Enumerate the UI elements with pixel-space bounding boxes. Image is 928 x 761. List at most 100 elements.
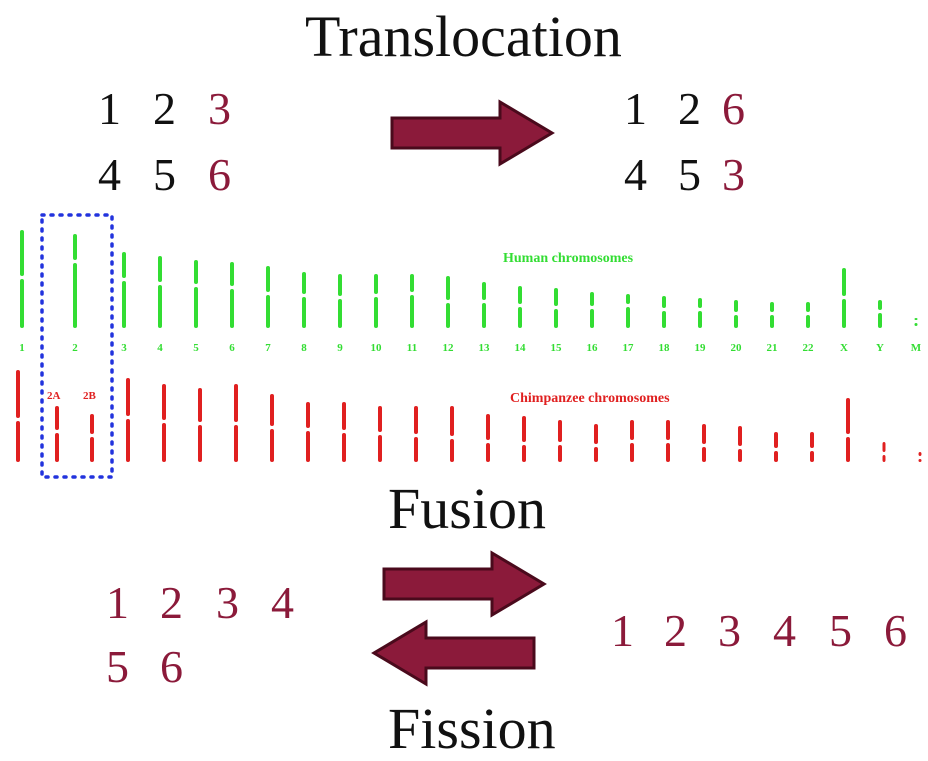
human-chromosome-bar xyxy=(122,252,126,278)
human-chromosome-bar xyxy=(626,294,630,304)
chimp-chromosome-bar xyxy=(918,459,922,462)
chimp-chromosome-bar xyxy=(774,451,778,462)
human-chromosome-bar xyxy=(806,302,810,312)
fusion-right-number: 3 xyxy=(718,605,741,656)
chimp-chromosome-bar xyxy=(270,394,274,426)
human-chromosome-label: M xyxy=(911,342,922,354)
karyotype-diagram: 1 2 3 4 5 6 7 8 9 10 11 12 13 14 15 16 17 18 19 20 21 22 X Y M H… xyxy=(16,213,922,479)
translocation-after-number: 6 xyxy=(722,83,745,134)
human-chromosome-bar xyxy=(806,315,810,328)
human-chromosome-bar xyxy=(842,299,846,328)
human-chromosome-label: 20 xyxy=(731,342,743,354)
human-chromosome-bar xyxy=(734,300,738,312)
chimp-chromosomes xyxy=(16,370,922,462)
chimp-chromosome-bar xyxy=(16,370,20,418)
human-chromosome-label: 7 xyxy=(265,342,271,354)
translocation-after-number: 5 xyxy=(678,149,701,200)
chimp-chromosome-bar xyxy=(234,384,238,422)
chimp-chromosome-bar xyxy=(738,426,742,446)
fusion-left-number: 6 xyxy=(160,641,183,692)
chimp-chromosome-bar xyxy=(522,416,526,442)
human-chromosome-label: 18 xyxy=(659,342,671,354)
human-chromosome-bar xyxy=(518,286,522,304)
chimp-chromosome-bar xyxy=(630,443,634,462)
human-chromosome-bar xyxy=(338,274,342,296)
human-chromosome-label: 19 xyxy=(695,342,707,354)
human-chromosome-label: 8 xyxy=(301,342,307,354)
human-chromosome-bar xyxy=(590,309,594,328)
human-chromosome-bar xyxy=(878,313,882,328)
human-chromosome-bar xyxy=(194,260,198,284)
human-chromosome-bar xyxy=(73,234,77,260)
human-chromosome-bar xyxy=(518,307,522,328)
chimp-chromosome-bar xyxy=(486,414,490,440)
chimp-chromosome-bar xyxy=(306,431,310,462)
chimp-chromosome-bar xyxy=(16,421,20,462)
human-chromosome-bar xyxy=(734,315,738,328)
fusion-right-number: 5 xyxy=(829,605,852,656)
chimp-chromosome-bar xyxy=(810,451,814,462)
fusion-left-number: 4 xyxy=(271,577,294,628)
chimp-chromosome-bar xyxy=(738,449,742,462)
human-chromosome-bar xyxy=(914,323,918,326)
human-chromosome-bar xyxy=(482,303,486,328)
chimp-chromosome-bar xyxy=(342,402,346,430)
human-chromosome-bar xyxy=(446,276,450,300)
chimp-chromosome-bar xyxy=(882,455,886,462)
human-chromosome-bar xyxy=(554,288,558,306)
fusion-right-number: 4 xyxy=(773,605,796,656)
human-chromosome-label: 17 xyxy=(623,342,635,354)
fusion-right-number: 2 xyxy=(664,605,687,656)
chimp-chromosome-bar xyxy=(486,443,490,462)
fusion-highlight-box xyxy=(40,213,114,479)
chimp-chromosome-bar xyxy=(414,406,418,434)
human-chromosome-label: 16 xyxy=(587,342,599,354)
chimp-chromosome-bar xyxy=(450,439,454,462)
human-chromosome-bar xyxy=(20,230,24,276)
chimp-label-2B: 2B xyxy=(83,390,97,402)
chimp-chromosome-bar xyxy=(306,402,310,428)
human-chromosome-bar xyxy=(770,315,774,328)
chimp-chromosome-bar xyxy=(234,425,238,462)
translocation-before-number: 2 xyxy=(153,83,176,134)
translocation-before-number: 5 xyxy=(153,149,176,200)
fission-arrow-icon xyxy=(371,619,536,687)
human-chromosome-label: 21 xyxy=(767,342,778,354)
human-chromosome-bar xyxy=(626,307,630,328)
fusion-right-number: 6 xyxy=(884,605,907,656)
translocation-before-number: 1 xyxy=(98,83,121,134)
translocation-after-number: 3 xyxy=(722,149,745,200)
chimp-chromosome-bar xyxy=(594,424,598,444)
fusion-left-number: 5 xyxy=(106,641,129,692)
human-chromosome-bar xyxy=(446,303,450,328)
human-chromosome-bar xyxy=(878,300,882,310)
human-chromosome-label: 6 xyxy=(229,342,235,354)
translocation-before-number: 4 xyxy=(98,149,121,200)
chimp-chromosome-bar xyxy=(414,437,418,462)
human-chromosome-bar xyxy=(410,274,414,292)
translocation-before-number: 6 xyxy=(208,149,231,200)
human-chromosome-label: 3 xyxy=(121,342,127,354)
human-chromosome-label: X xyxy=(840,342,848,354)
translocation-arrow-icon xyxy=(390,99,555,167)
human-chromosome-label: Y xyxy=(876,342,884,354)
human-chromosome-bar xyxy=(158,285,162,328)
human-chromosome-label: 1 xyxy=(19,342,25,354)
fusion-left-number: 2 xyxy=(160,577,183,628)
human-chromosome-bar xyxy=(914,318,918,320)
chimp-chromosome-bar xyxy=(55,433,59,462)
human-chromosome-bar xyxy=(410,295,414,328)
human-chromosome-bar xyxy=(662,296,666,308)
fission-heading: Fission xyxy=(388,696,556,761)
human-chromosome-bar xyxy=(230,262,234,286)
translocation-before-number: 3 xyxy=(208,83,231,134)
human-chromosome-bar xyxy=(158,256,162,282)
human-chromosomes: 1 2 3 4 5 6 7 8 9 10 11 12 13 14 15 16 17 18 19 20 21 22 X Y M xyxy=(19,230,922,354)
chimp-label-2A: 2A xyxy=(47,390,61,402)
human-chromosome-bar xyxy=(482,282,486,300)
chimp-chromosome-bar xyxy=(918,452,922,456)
human-chromosome-bar xyxy=(20,279,24,328)
human-chromosome-bar xyxy=(698,298,702,308)
human-chromosome-label: 11 xyxy=(407,342,417,354)
chimp-chromosome-bar xyxy=(126,419,130,462)
